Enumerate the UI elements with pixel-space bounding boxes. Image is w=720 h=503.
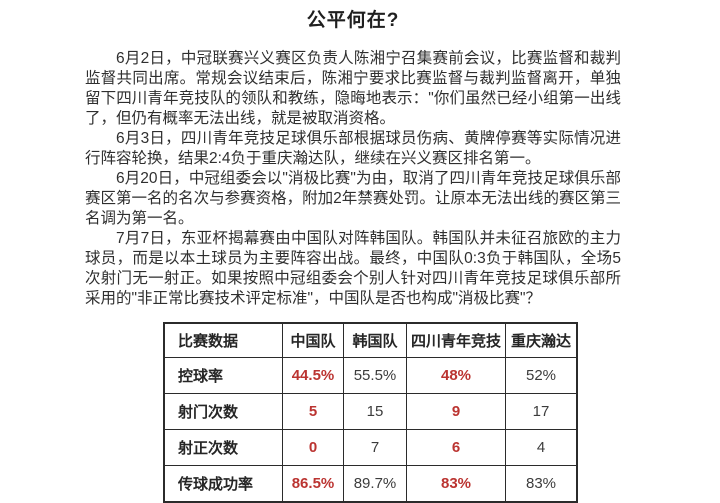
stat-value: 6	[406, 429, 506, 466]
match-stats-table: 比赛数据 中国队 韩国队 四川青年竞技 重庆瀚达 控球率 44.5% 55.5%…	[163, 322, 578, 503]
stat-value: 9	[406, 393, 506, 430]
paragraph-3: 6月20日，中冠组委会以"消极比赛"为由，取消了四川青年竞技足球俱乐部赛区第一名…	[85, 170, 621, 227]
paragraph-1: 6月2日，中冠联赛兴义赛区负责人陈湘宁召集赛前会议，比赛监督和裁判监督共同出席。…	[85, 50, 621, 127]
stat-value: 15	[343, 393, 407, 430]
stat-value: 83%	[505, 465, 578, 503]
column-header-korea: 韩国队	[343, 322, 407, 358]
column-header-sichuan: 四川青年竞技	[406, 322, 506, 358]
article-body: 6月2日，中冠联赛兴义赛区负责人陈湘宁召集赛前会议，比赛监督和裁判监督共同出席。…	[85, 49, 621, 309]
stat-value: 5	[282, 393, 344, 430]
row-label: 传球成功率	[163, 465, 283, 503]
stat-value: 44.5%	[282, 357, 344, 394]
column-header-metric: 比赛数据	[163, 322, 283, 358]
column-header-chongqing: 重庆瀚达	[505, 322, 578, 358]
stat-value: 7	[343, 429, 407, 466]
stat-value: 48%	[406, 357, 506, 394]
stat-value: 17	[505, 393, 578, 430]
row-label: 控球率	[163, 357, 283, 394]
page-title: 公平何在?	[306, 10, 400, 31]
table-row: 射正次数 0 7 6 4	[163, 429, 578, 466]
paragraph-4: 7月7日，东亚杯揭幕赛由中国队对阵韩国队。韩国队并未征召旅欧的主力球员，而是以本…	[85, 230, 621, 307]
stat-value: 4	[505, 429, 578, 466]
row-label: 射门次数	[163, 393, 283, 430]
table-header-row: 比赛数据 中国队 韩国队 四川青年竞技 重庆瀚达	[163, 322, 578, 358]
stat-value: 86.5%	[282, 465, 344, 503]
stat-value: 0	[282, 429, 344, 466]
table-row: 传球成功率 86.5% 89.7% 83% 83%	[163, 465, 578, 503]
paragraph-2: 6月3日，四川青年竞技足球俱乐部根据球员伤病、黄牌停赛等实际情况进行阵容轮换，结…	[85, 130, 621, 167]
row-label: 射正次数	[163, 429, 283, 466]
stat-value: 55.5%	[343, 357, 407, 394]
table-row: 控球率 44.5% 55.5% 48% 52%	[163, 357, 578, 394]
column-header-china: 中国队	[282, 322, 344, 358]
stat-value: 52%	[505, 357, 578, 394]
stat-value: 89.7%	[343, 465, 407, 503]
table-row: 射门次数 5 15 9 17	[163, 393, 578, 430]
stat-value: 83%	[406, 465, 506, 503]
